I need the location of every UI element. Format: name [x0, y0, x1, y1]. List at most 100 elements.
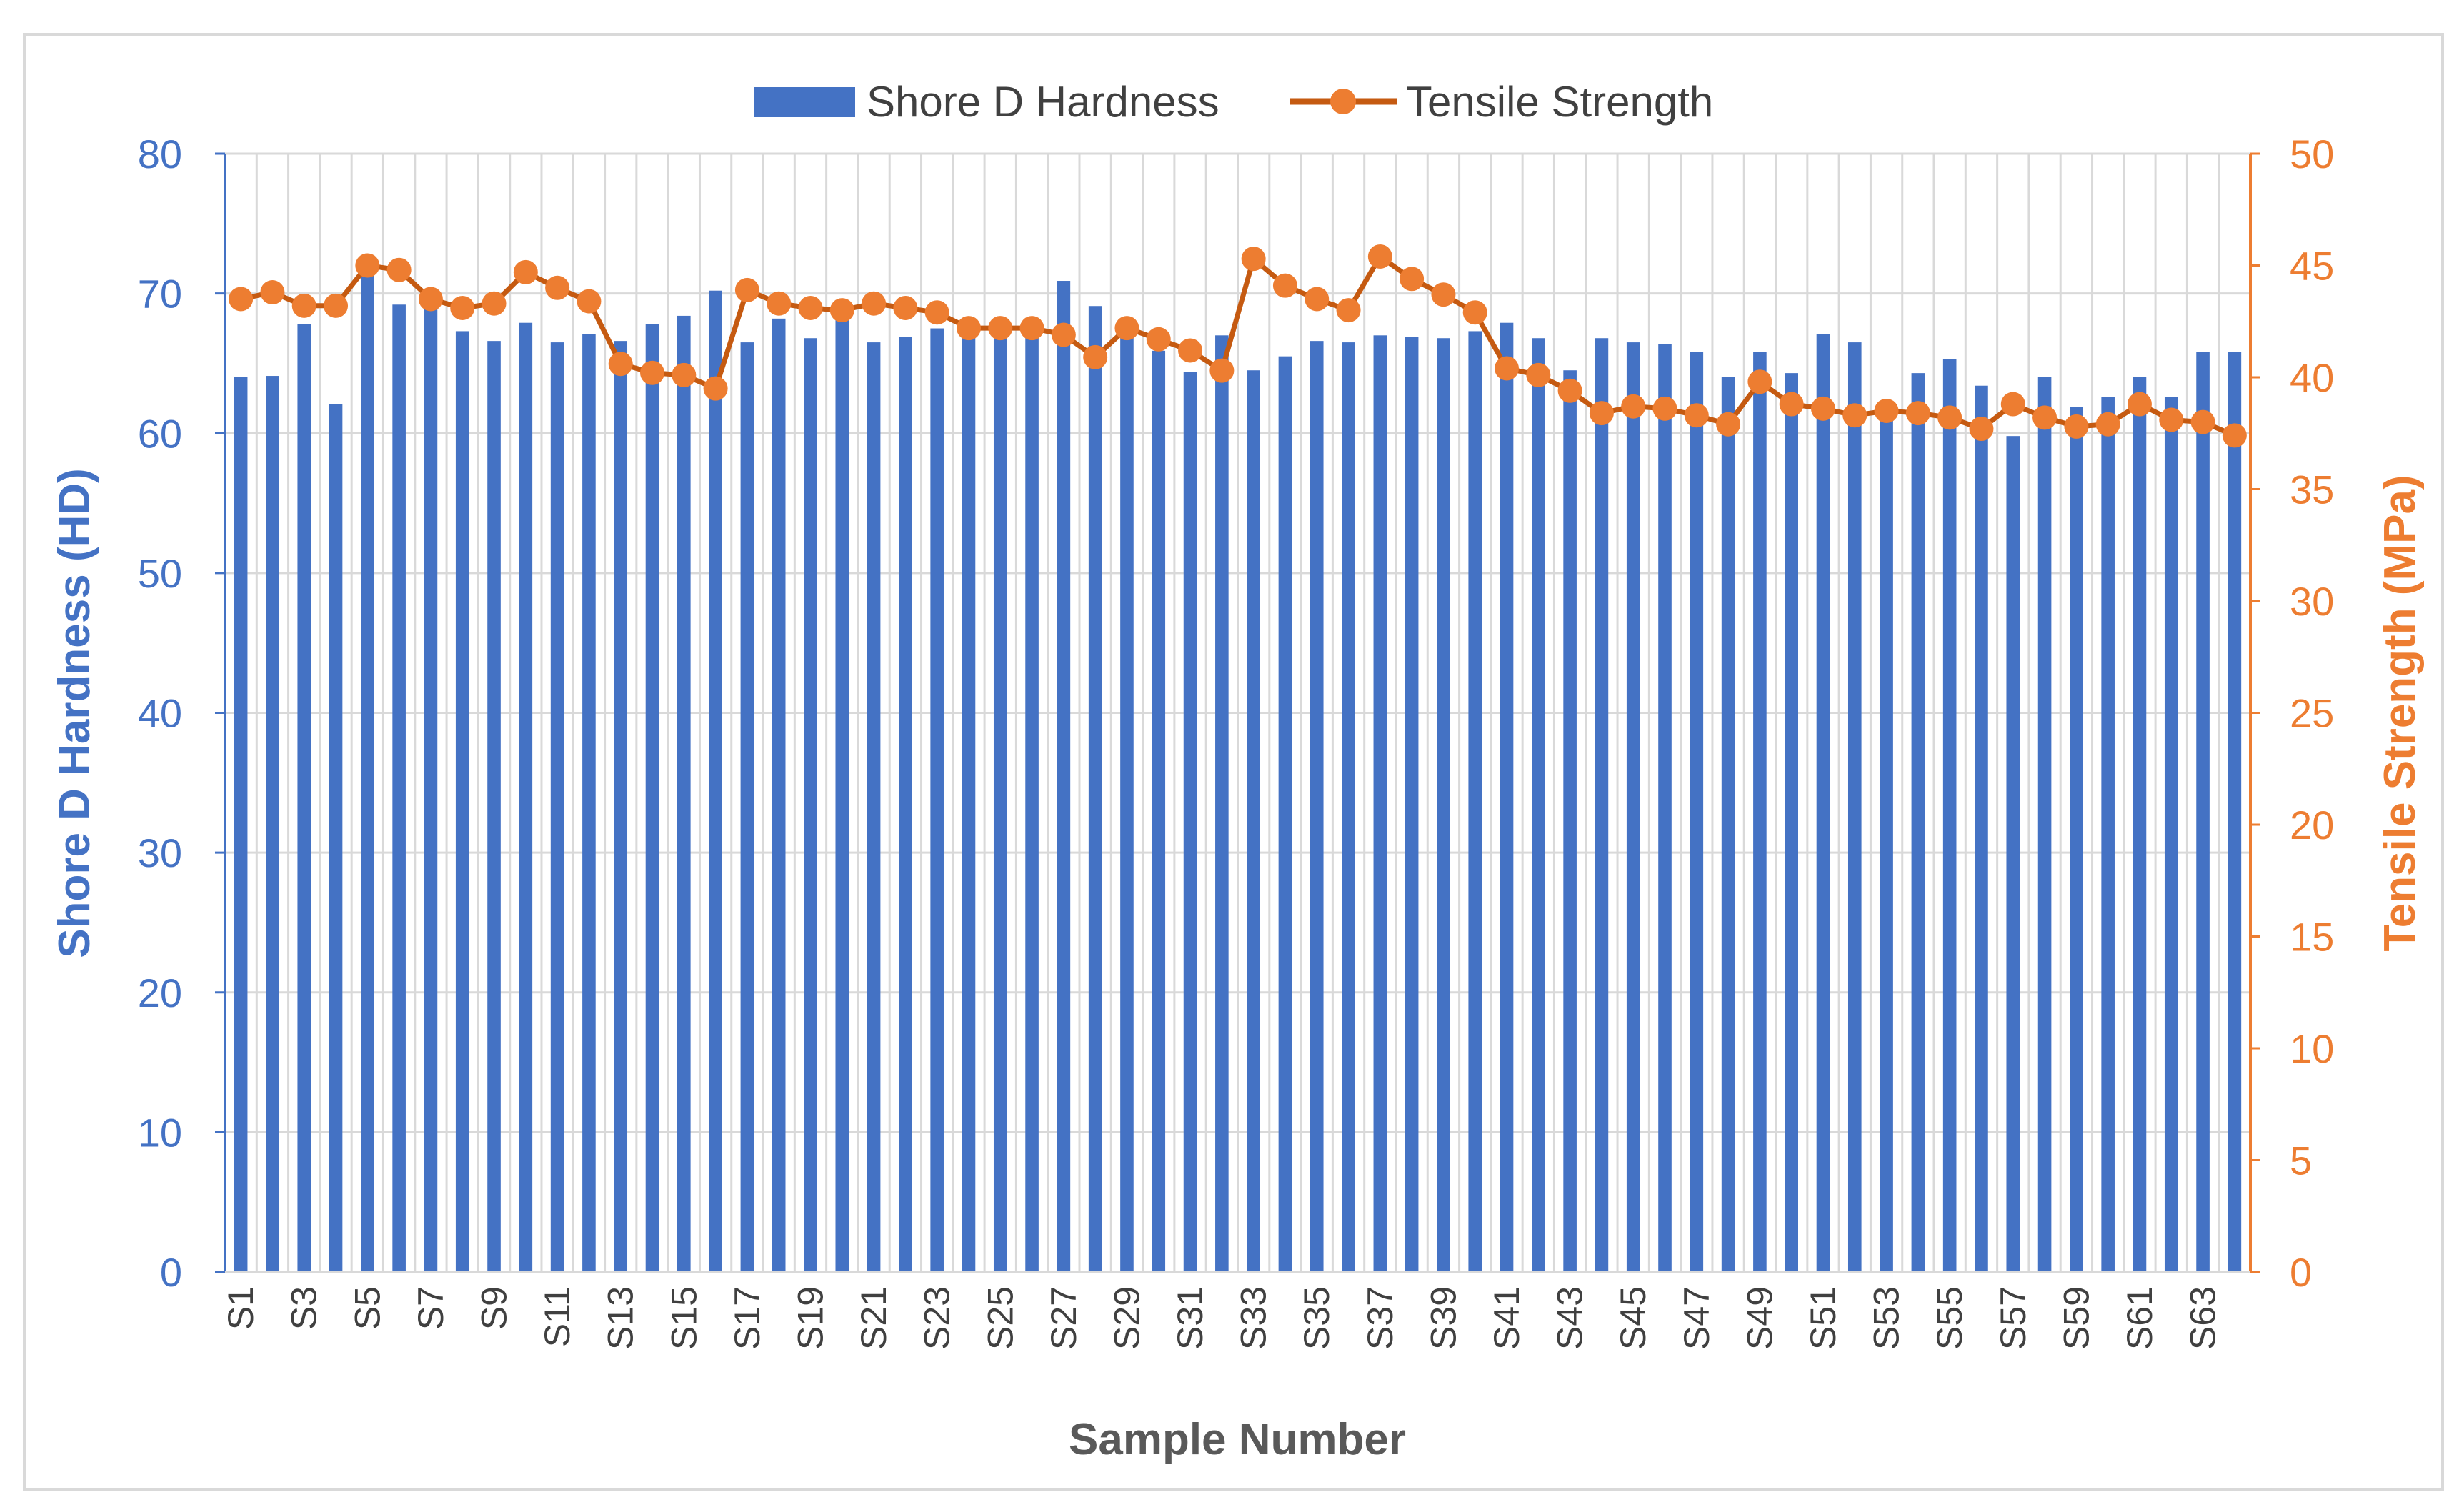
point-S1 [229, 287, 254, 312]
point-S57 [2000, 392, 2025, 417]
x-tick-label: S39 [1423, 1286, 1463, 1350]
point-S60 [2095, 412, 2120, 437]
left-tick-label: 80 [138, 131, 182, 177]
point-S36 [1336, 298, 1361, 323]
point-S37 [1367, 244, 1392, 269]
point-S10 [513, 259, 538, 284]
point-S20 [829, 298, 854, 323]
point-S33 [1241, 247, 1266, 272]
point-S39 [1431, 282, 1456, 307]
bar-S16 [709, 290, 722, 1272]
bar-S12 [582, 334, 596, 1273]
bar-S18 [772, 318, 786, 1272]
left-tick-label: 50 [138, 551, 182, 596]
bar-S58 [2037, 377, 2052, 1272]
legend-label-tensile: Tensile Strength [1406, 78, 1713, 126]
x-tick-label: S41 [1487, 1286, 1527, 1350]
left-tick-label: 10 [138, 1110, 182, 1155]
point-S5 [355, 253, 380, 278]
point-S32 [1209, 358, 1235, 383]
left-tick-label: 20 [138, 970, 182, 1015]
bar-S1 [234, 377, 248, 1272]
x-tick-label: S1 [221, 1286, 261, 1330]
bar-S47 [1690, 352, 1704, 1273]
x-tick-label: S27 [1044, 1286, 1084, 1350]
x-tick-label: S61 [2120, 1286, 2160, 1350]
bar-S17 [740, 342, 754, 1272]
x-tick-label: S19 [790, 1286, 830, 1350]
right-tick-label: 50 [2290, 131, 2334, 177]
x-tick-label: S11 [537, 1286, 577, 1347]
bar-S22 [899, 337, 912, 1272]
bar-S61 [2133, 377, 2147, 1272]
point-S46 [1652, 396, 1677, 421]
bar-S38 [1405, 337, 1419, 1272]
left-tick-label: 0 [160, 1250, 182, 1295]
bar-S42 [1532, 338, 1545, 1273]
point-S29 [1114, 316, 1139, 341]
legend: Shore D Hardness Tensile Strength [754, 78, 1713, 126]
bar-S3 [297, 324, 311, 1273]
x-tick-label: S55 [1930, 1286, 1970, 1350]
point-S40 [1462, 300, 1487, 325]
bar-S26 [1025, 332, 1039, 1272]
bar-S24 [962, 332, 976, 1272]
point-S63 [2190, 409, 2215, 434]
tensile-series-line [240, 254, 2236, 438]
point-S34 [1272, 273, 1297, 298]
right-tick-label: 25 [2290, 691, 2334, 736]
hardness-bars [234, 274, 2242, 1273]
bar-S5 [361, 274, 374, 1272]
point-S61 [2127, 392, 2152, 417]
bar-S20 [835, 310, 849, 1273]
bar-S41 [1500, 322, 1514, 1272]
x-tick-label: S31 [1170, 1286, 1210, 1350]
bar-S30 [1152, 350, 1166, 1272]
bar-S54 [1911, 373, 1925, 1272]
point-S6 [386, 257, 412, 282]
right-y-axis-title: Tensile Strength (MPa) [2375, 475, 2425, 951]
point-S9 [482, 291, 507, 316]
point-S4 [324, 293, 349, 318]
point-S3 [291, 293, 316, 318]
bar-S50 [1785, 373, 1798, 1272]
left-tick-label: 60 [138, 411, 182, 456]
point-S7 [418, 287, 443, 312]
bar-S55 [1942, 359, 1957, 1273]
point-S43 [1557, 378, 1582, 403]
point-S28 [1083, 344, 1108, 369]
point-S42 [1526, 362, 1551, 387]
bar-S56 [1975, 385, 1988, 1272]
bar-S29 [1120, 334, 1134, 1273]
right-tick-label: 35 [2290, 467, 2334, 512]
point-S44 [1589, 401, 1614, 426]
bar-S14 [645, 324, 659, 1273]
point-S64 [2222, 423, 2247, 448]
x-tick-label: S45 [1613, 1286, 1653, 1350]
x-tick-label: S49 [1740, 1286, 1780, 1350]
left-y-axis-title: Shore D Hardness (HD) [50, 468, 99, 958]
bar-S35 [1310, 341, 1324, 1273]
bar-S63 [2196, 352, 2210, 1273]
bar-S8 [455, 331, 469, 1273]
left-tick-label: 40 [138, 691, 182, 736]
x-tick-label: S35 [1297, 1286, 1337, 1350]
bar-S57 [2006, 436, 2020, 1272]
point-S53 [1874, 398, 1899, 423]
point-S8 [450, 295, 475, 320]
bar-S4 [329, 404, 343, 1273]
bar-S13 [614, 341, 628, 1273]
point-S58 [2032, 405, 2058, 430]
bar-S34 [1278, 356, 1292, 1272]
bar-S45 [1626, 342, 1640, 1272]
bar-S60 [2101, 397, 2115, 1273]
bar-S51 [1816, 334, 1830, 1273]
point-S59 [2064, 414, 2089, 439]
left-tick-label: 30 [138, 830, 182, 875]
right-tick-label: 40 [2290, 355, 2334, 400]
bar-S21 [867, 342, 881, 1272]
point-S24 [956, 316, 981, 341]
bar-S40 [1468, 331, 1482, 1273]
point-S30 [1146, 327, 1171, 352]
